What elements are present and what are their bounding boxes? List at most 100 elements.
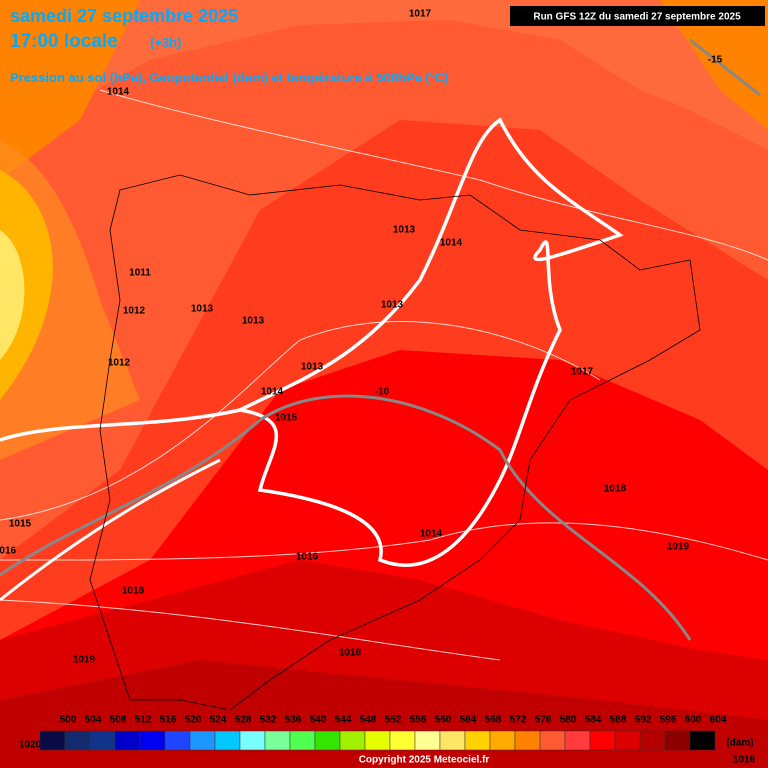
scale-label: 584 xyxy=(585,715,602,726)
isoline-label: 1014 xyxy=(440,238,463,249)
isoline-label: 1016 xyxy=(296,552,319,563)
scale-label: 548 xyxy=(360,715,377,726)
scale-swatch xyxy=(539,730,566,751)
scale-swatch xyxy=(389,730,416,751)
scale-swatch xyxy=(414,730,441,751)
scale-label: 604 xyxy=(710,715,727,726)
isoline-label: 1015 xyxy=(275,413,298,424)
scale-label: 600 xyxy=(685,715,702,726)
isoline-label: 1019 xyxy=(73,655,96,666)
coastlines xyxy=(89,174,701,711)
scale-label: 592 xyxy=(635,715,652,726)
isoline-label: 1018 xyxy=(604,484,627,495)
isotherms xyxy=(0,38,761,641)
isoline-label: 1014 xyxy=(107,87,130,98)
isoline-label: 1011 xyxy=(129,268,151,279)
isoline-label: 1012 xyxy=(123,306,146,317)
isoline-label: 1013 xyxy=(191,304,214,315)
scale-swatch xyxy=(439,730,466,751)
scale-label: 572 xyxy=(510,715,527,726)
isobars xyxy=(0,89,768,661)
scale-label: 552 xyxy=(385,715,402,726)
geopotential-lines xyxy=(0,117,624,602)
run-box xyxy=(510,6,765,26)
scale-label: 500 xyxy=(60,715,77,726)
scale-label: 540 xyxy=(310,715,327,726)
scale-label: 536 xyxy=(285,715,302,726)
scale-label: 580 xyxy=(560,715,577,726)
isoline-label: 1020 xyxy=(19,740,42,751)
scale-label: 532 xyxy=(260,715,277,726)
low-core xyxy=(0,230,25,360)
subtitle: Pression au sol (hPa), Geopotentiel (dam… xyxy=(10,70,449,85)
scale-label: 504 xyxy=(85,715,102,726)
scale-swatch xyxy=(464,730,491,751)
scale-label: 544 xyxy=(335,715,352,726)
scale-swatch xyxy=(564,730,591,751)
isoline-label: 1012 xyxy=(108,358,131,369)
scale-label: 576 xyxy=(535,715,552,726)
scale-label: 528 xyxy=(235,715,252,726)
isoline-label: 1014 xyxy=(261,387,284,398)
scale-label: 568 xyxy=(485,715,502,726)
scale-label: 564 xyxy=(460,715,477,726)
scale-swatch xyxy=(664,730,691,751)
scale-swatch xyxy=(639,730,666,751)
scale-swatch xyxy=(289,730,316,751)
zone xyxy=(660,0,768,130)
scale-swatch xyxy=(139,730,166,751)
scale-label: 588 xyxy=(610,715,627,726)
scale-label: 512 xyxy=(135,715,152,726)
zone xyxy=(0,0,768,150)
color-scale: 500 504 508 512 516 520 524 528 532 536 540 544 548 5… xyxy=(39,715,727,751)
scale-swatch xyxy=(689,730,716,751)
scale-swatch xyxy=(264,730,291,751)
scale-label: 596 xyxy=(660,715,677,726)
scale-swatch xyxy=(589,730,616,751)
isoline-label: 1017 xyxy=(409,9,432,20)
run-label: Run GFS 12Z du samedi 27 septembre 2025 xyxy=(533,12,741,23)
isoline-label: 1013 xyxy=(242,316,265,327)
scale-swatch xyxy=(114,730,141,751)
scale-swatch xyxy=(314,730,341,751)
map-labels: 1017 -15 1014 1013 1014 1011 1012 1013 1013 1013 1… xyxy=(0,9,756,766)
scale-swatch xyxy=(239,730,266,751)
isoline-label: 1013 xyxy=(393,225,416,236)
scale-label: 524 xyxy=(210,715,227,726)
scale-swatch xyxy=(214,730,241,751)
time: 17:00 locale xyxy=(10,31,118,52)
scale-swatch xyxy=(514,730,541,751)
scale-swatch xyxy=(189,730,216,751)
scale-swatch xyxy=(614,730,641,751)
scale-swatch xyxy=(339,730,366,751)
scale-swatch xyxy=(64,730,91,751)
scale-label: 520 xyxy=(185,715,202,726)
low-core xyxy=(0,170,53,400)
scale-label: 556 xyxy=(410,715,427,726)
scale-label: 516 xyxy=(160,715,177,726)
isoline-label: 1014 xyxy=(420,529,443,540)
scale-label: 508 xyxy=(110,715,127,726)
isoline-label: 1018 xyxy=(122,586,145,597)
isoline-label: -15 xyxy=(708,55,723,66)
scale-swatch xyxy=(39,730,66,751)
scale-swatch xyxy=(164,730,191,751)
isoline-label: 1018 xyxy=(339,648,362,659)
scale-swatch xyxy=(489,730,516,751)
isoline-label: 1013 xyxy=(301,362,324,373)
title: samedi 27 septembre 2025 xyxy=(10,6,238,26)
scale-swatch xyxy=(364,730,391,751)
scale-label: 560 xyxy=(435,715,452,726)
zone xyxy=(0,0,140,180)
isoline-label: -10 xyxy=(375,387,390,398)
isoline-label: 1017 xyxy=(571,367,594,378)
scale-swatch xyxy=(89,730,116,751)
copyright: Copyright 2025 Meteociel.fr xyxy=(359,755,490,766)
isoline-label: 1019 xyxy=(667,542,690,553)
isoline-label: 1015 xyxy=(9,519,32,530)
isoline-label: 1016 xyxy=(733,755,756,766)
isoline-label: 1013 xyxy=(381,300,404,311)
isoline-label: 1016 xyxy=(0,546,17,557)
legend-unit: (dam) xyxy=(726,738,753,749)
